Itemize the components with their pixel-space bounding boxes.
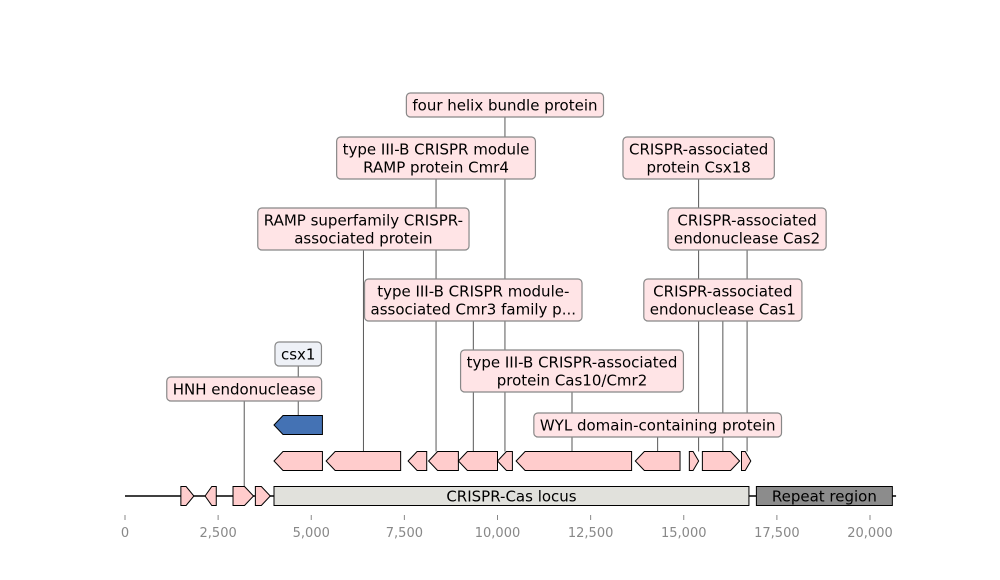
gene-labels: HNH endonuclease csx1 WYL domain-containin… <box>166 92 827 438</box>
label-box <box>274 341 323 367</box>
regions: CRISPR-Cas locus Repeat region <box>273 486 893 506</box>
gene-arrow <box>457 451 498 471</box>
gene-label-line: CRISPR-associated <box>653 283 792 301</box>
axis-tick-label: 17,500 <box>754 526 800 541</box>
label-box <box>459 349 685 393</box>
gene-label-line: protein Cas10/Cmr2 <box>497 372 648 390</box>
axis-tick-label: 15,000 <box>661 526 707 541</box>
gene-arrow <box>515 451 633 471</box>
axis-tick-label: 7,500 <box>386 526 423 541</box>
gene-label-line: type III-B CRISPR module <box>343 141 530 159</box>
axis-tick-label: 12,500 <box>568 526 614 541</box>
gene-label-line: endonuclease Cas2 <box>674 230 820 248</box>
gene-arrow <box>688 451 700 471</box>
region-label: CRISPR-Cas locus <box>446 488 576 506</box>
gene-label-line: WYL domain-containing protein <box>540 417 776 435</box>
gene-arrow <box>232 486 255 506</box>
gene-arrow <box>273 415 323 435</box>
gene-arrow <box>496 451 513 471</box>
gene-label: RAMP superfamily CRISPR-associated prote… <box>257 207 470 251</box>
gene-label: WYL domain-containing protein <box>533 412 783 438</box>
genes <box>180 415 752 506</box>
label-box <box>667 207 827 251</box>
gene-label-line: RAMP protein Cmr4 <box>363 159 509 177</box>
label-box <box>643 278 803 322</box>
gene-label-line: csx1 <box>281 346 315 364</box>
gene-label-line: four helix bundle protein <box>412 97 597 115</box>
label-box <box>166 376 323 402</box>
gene-label: type III-B CRISPR module-associated Cmr3… <box>363 278 583 322</box>
label-box <box>405 92 605 118</box>
gene-label-line: CRISPR-associated <box>629 141 768 159</box>
gene-label-line: type III-B CRISPR-associated <box>467 354 678 372</box>
gene-label-line: CRISPR-associated <box>677 212 816 230</box>
gene-arrow <box>701 451 741 471</box>
gene-label-line: endonuclease Cas1 <box>650 301 796 319</box>
label-box <box>363 278 583 322</box>
gene-arrow <box>204 486 217 506</box>
gene-label-line: RAMP superfamily CRISPR- <box>264 212 463 230</box>
gene-label-line: associated protein <box>294 230 432 248</box>
axis-tick-label: 0 <box>121 526 129 541</box>
label-box <box>533 412 783 438</box>
gene-label: HNH endonuclease <box>166 376 323 402</box>
axis-tick-label: 20,000 <box>847 526 893 541</box>
gene-label-line: type III-B CRISPR module- <box>377 283 569 301</box>
region-box <box>755 486 893 506</box>
region-box <box>273 486 750 506</box>
gene-arrow <box>273 451 323 471</box>
gene-arrow <box>254 486 271 506</box>
gene-arrow <box>427 451 459 471</box>
gene-label-line: protein Csx18 <box>646 159 750 177</box>
gene-arrow <box>634 451 681 471</box>
gene-label: csx1 <box>274 341 323 367</box>
region-label: Repeat region <box>772 488 877 506</box>
gene-label: four helix bundle protein <box>405 92 605 118</box>
label-box <box>257 207 470 251</box>
gene-arrow <box>740 451 752 471</box>
gene-label-line: associated Cmr3 family p... <box>371 301 576 319</box>
axis-tick-label: 10,000 <box>475 526 521 541</box>
label-box <box>622 136 775 180</box>
gene-arrow <box>407 451 428 471</box>
label-box <box>336 136 537 180</box>
gene-arrow <box>180 486 195 506</box>
position-axis: 0 2,500 5,000 7,500 10,000 12,500 15,000 17,500… <box>121 515 893 541</box>
axis-tick-label: 2,500 <box>200 526 237 541</box>
gene-arrow <box>325 451 402 471</box>
axis-tick-label: 5,000 <box>293 526 330 541</box>
gene-label-line: HNH endonuclease <box>173 381 316 399</box>
